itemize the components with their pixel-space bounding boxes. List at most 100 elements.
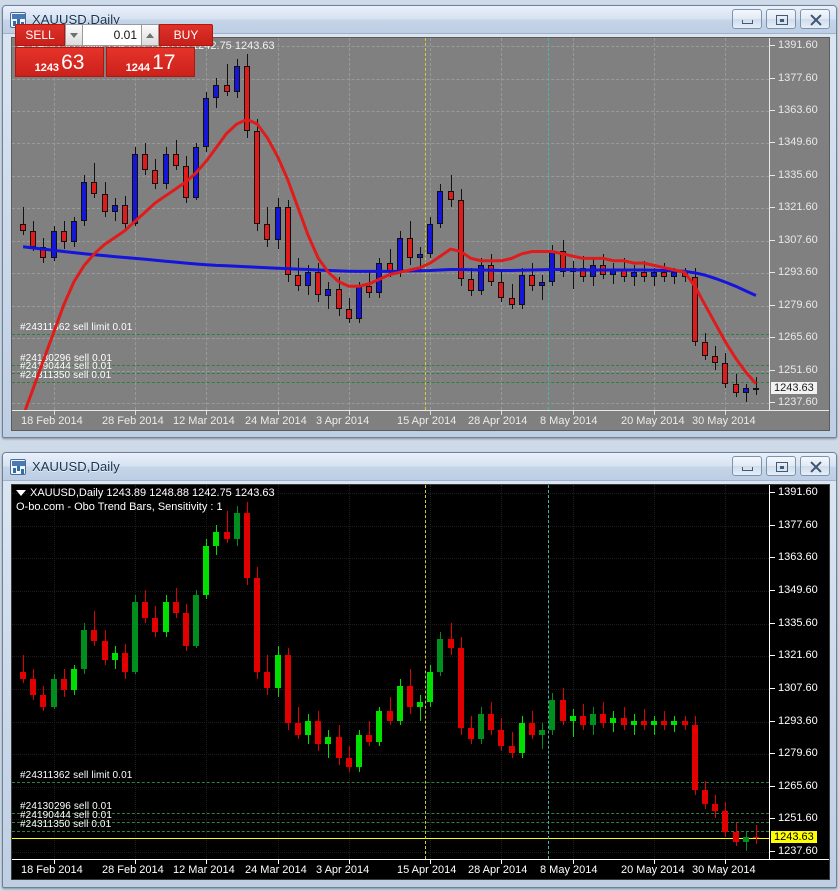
- order-line[interactable]: [12, 334, 769, 335]
- expand-triangle-icon[interactable]: [16, 490, 26, 497]
- grid-line-horizontal: [12, 754, 769, 755]
- one-click-trading-panel[interactable]: SELL 0.01 BUY 1243 63 1244 17: [15, 24, 213, 77]
- minimize-button[interactable]: [732, 9, 762, 29]
- grid-line-horizontal: [12, 371, 769, 372]
- candle-wick: [664, 711, 665, 730]
- buy-price-button[interactable]: 1244 17: [106, 47, 195, 77]
- candle-body: [519, 722, 525, 754]
- grid-line-horizontal: [12, 46, 769, 47]
- vertical-marker-line[interactable]: [425, 38, 426, 410]
- candle-wick: [542, 722, 543, 749]
- grid-line-horizontal: [12, 526, 769, 527]
- maximize-button[interactable]: [766, 456, 796, 476]
- candle-body: [346, 757, 352, 768]
- candle-body: [61, 230, 67, 243]
- candle-wick: [573, 260, 574, 289]
- time-tick-mark: [278, 411, 279, 415]
- minimize-button[interactable]: [732, 456, 762, 476]
- date-tick-label: 3 Apr 2014: [316, 864, 370, 876]
- time-tick-mark: [54, 411, 55, 415]
- candle-body: [631, 720, 637, 726]
- order-label[interactable]: #24190444 sell 0.01: [20, 810, 112, 821]
- buy-button[interactable]: BUY: [159, 24, 213, 46]
- candle-body: [234, 66, 240, 92]
- candle-body: [112, 653, 118, 660]
- candle-body: [102, 641, 108, 660]
- order-line[interactable]: [12, 831, 769, 832]
- order-line[interactable]: [12, 373, 769, 374]
- vertical-marker-line[interactable]: [425, 485, 426, 859]
- grid-line-vertical: [725, 485, 726, 859]
- candle-body: [661, 720, 667, 726]
- current-price-label: 1243.63: [771, 831, 817, 843]
- candle-body: [539, 281, 545, 287]
- chart-window-top[interactable]: XAUUSD,Daily #24311362 sell limit 0.01 #2…: [2, 5, 837, 438]
- vertical-marker-line[interactable]: [548, 485, 549, 859]
- candle-wick: [512, 732, 513, 758]
- maximize-button[interactable]: [766, 9, 796, 29]
- price-tick-label: 1265.60: [770, 780, 818, 792]
- vertical-marker-line[interactable]: [548, 38, 549, 410]
- candle-body: [81, 181, 87, 222]
- candle-body: [549, 251, 555, 282]
- order-line[interactable]: [12, 365, 769, 366]
- candle-body: [397, 237, 403, 273]
- candle-body: [427, 223, 433, 254]
- date-tick-label: 3 Apr 2014: [316, 415, 370, 427]
- candle-body: [641, 272, 647, 277]
- volume-decrease-button[interactable]: [65, 24, 83, 46]
- volume-input[interactable]: 0.01: [83, 24, 141, 46]
- chart-plot-area-bottom[interactable]: #24311362 sell limit 0.01 #24130296 sell …: [12, 485, 769, 859]
- candle-wick: [298, 706, 299, 740]
- order-line[interactable]: [12, 822, 769, 823]
- order-line[interactable]: [12, 813, 769, 814]
- price-chart-top[interactable]: #24311362 sell limit 0.01 #24130296 sell …: [11, 37, 830, 431]
- candle-body: [315, 720, 321, 744]
- time-scale-bottom[interactable]: 18 Feb 2014 28 Feb 2014 12 Mar 2014 24 Mar …: [12, 859, 829, 879]
- order-line[interactable]: [12, 782, 769, 783]
- candle-body: [193, 147, 199, 199]
- candle-body: [671, 720, 677, 726]
- time-tick-mark: [430, 860, 431, 864]
- chart-plot-area-top[interactable]: #24311362 sell limit 0.01 #24130296 sell …: [12, 38, 769, 410]
- order-line[interactable]: [12, 382, 769, 383]
- order-label[interactable]: #24311362 sell limit 0.01: [20, 770, 133, 781]
- price-tick-label: 1265.60: [770, 331, 818, 343]
- price-scale-top[interactable]: 1391.60 1377.60 1363.60 1349.60 1335.60 1321.…: [769, 38, 829, 430]
- order-label[interactable]: #24311350 sell 0.01: [20, 819, 112, 830]
- candle-body: [183, 613, 189, 646]
- order-label[interactable]: #24311362 sell limit 0.01: [20, 322, 133, 333]
- order-label[interactable]: #24130296 sell 0.01: [20, 801, 112, 812]
- sell-price-button[interactable]: 1243 63: [15, 47, 104, 77]
- grid-line-vertical: [54, 485, 55, 859]
- price-tick-label: 1279.60: [770, 747, 818, 759]
- titlebar-bottom[interactable]: XAUUSD,Daily: [3, 453, 836, 481]
- sell-button[interactable]: SELL: [15, 24, 65, 46]
- volume-increase-button[interactable]: [141, 24, 159, 46]
- candle-body: [702, 341, 708, 356]
- chart-window-bottom[interactable]: XAUUSD,Daily #24311362 sell limit 0.01 #2…: [2, 452, 837, 888]
- candle-body: [20, 223, 26, 231]
- grid-line-vertical: [501, 485, 502, 859]
- buy-price-fraction: 17: [152, 50, 176, 74]
- price-scale-bottom[interactable]: 1391.60 1377.60 1363.60 1349.60 1335.60 1321.…: [769, 485, 829, 879]
- candle-body: [417, 253, 423, 259]
- grid-line-vertical: [573, 38, 574, 410]
- candle-body: [224, 84, 230, 92]
- candle-body: [244, 66, 250, 131]
- candle-body: [692, 725, 698, 791]
- order-label[interactable]: #24311350 sell 0.01: [20, 370, 112, 381]
- grid-line-vertical: [501, 38, 502, 410]
- grid-line-horizontal: [12, 493, 769, 494]
- close-button[interactable]: [800, 456, 830, 476]
- candle-body: [20, 671, 26, 679]
- candle-body: [600, 713, 606, 723]
- candle-body: [722, 811, 728, 833]
- candle-body: [580, 715, 586, 726]
- price-chart-bottom[interactable]: #24311362 sell limit 0.01 #24130296 sell …: [11, 484, 830, 880]
- collapse-triangle-icon[interactable]: [16, 43, 26, 50]
- time-scale-top[interactable]: 18 Feb 2014 28 Feb 2014 12 Mar 2014 24 Mar …: [12, 410, 829, 430]
- close-button[interactable]: [800, 9, 830, 29]
- candle-body: [733, 383, 739, 393]
- candle-body: [743, 837, 749, 842]
